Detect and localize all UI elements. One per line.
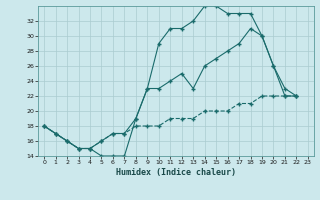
X-axis label: Humidex (Indice chaleur): Humidex (Indice chaleur) (116, 168, 236, 177)
